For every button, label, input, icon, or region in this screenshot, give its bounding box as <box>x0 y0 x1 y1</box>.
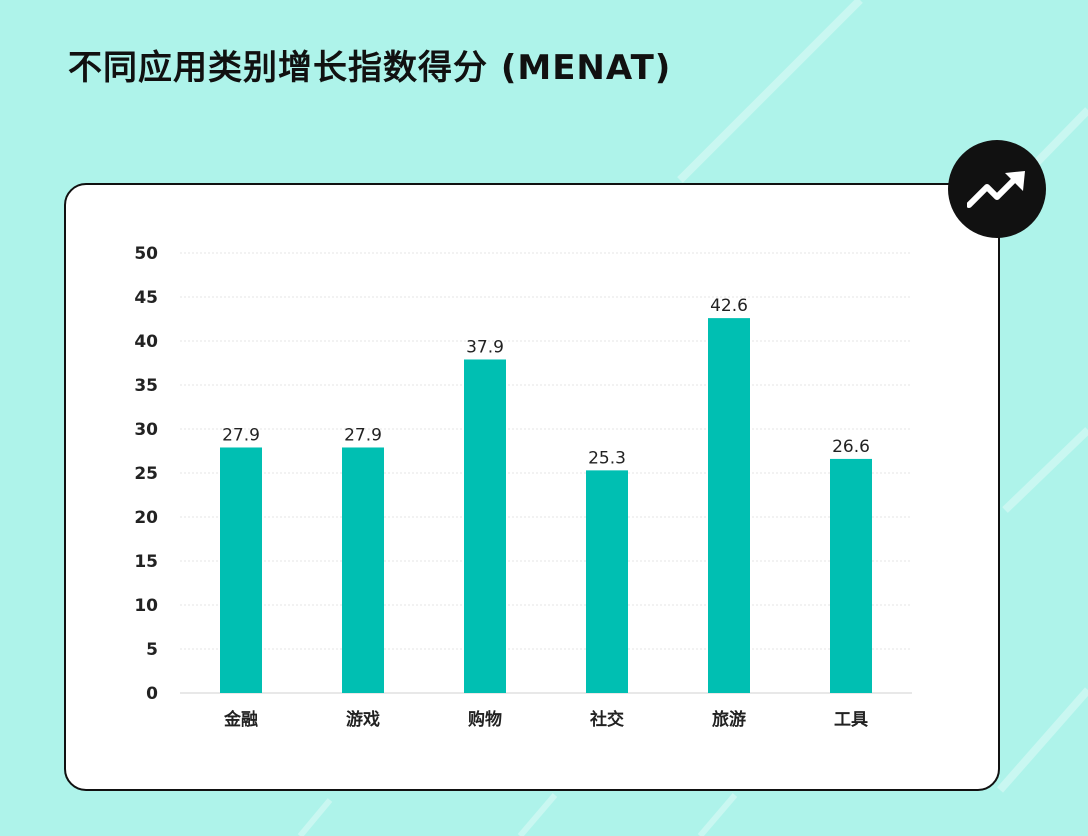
y-tick-label: 45 <box>134 288 158 308</box>
x-tick-label: 工具 <box>834 710 868 730</box>
x-tick-label: 购物 <box>468 709 502 730</box>
y-tick-label: 15 <box>134 552 158 572</box>
bar <box>220 447 262 693</box>
y-tick-label: 10 <box>134 596 158 616</box>
x-tick-label: 社交 <box>589 709 624 730</box>
data-label: 26.6 <box>832 437 870 457</box>
bar-chart: 0 5 10 15 20 25 30 35 40 45 50 27.9 金融 27.9 游戏 37.9 购物 25… <box>134 244 912 730</box>
trending-badge <box>948 140 1046 238</box>
chart-card: 0 5 10 15 20 25 30 35 40 45 50 27.9 金融 27.9 游戏 37.9 购物 25… <box>64 183 1000 791</box>
y-tick-label: 20 <box>134 508 158 528</box>
bar <box>830 458 872 693</box>
bar <box>586 470 628 693</box>
y-tick-label: 30 <box>134 420 158 440</box>
y-tick-label: 0 <box>146 684 158 704</box>
bar <box>342 447 384 693</box>
x-tick-label: 游戏 <box>346 709 380 730</box>
data-label: 25.3 <box>588 448 626 468</box>
bar <box>464 359 506 693</box>
y-tick-label: 50 <box>134 244 158 264</box>
page-title: 不同应用类别增长指数得分 (MENAT) <box>68 48 672 88</box>
x-tick-label: 金融 <box>223 709 258 730</box>
x-tick-label: 旅游 <box>712 709 746 730</box>
data-label: 27.9 <box>222 425 260 445</box>
data-label: 42.6 <box>710 296 748 316</box>
trending-up-icon <box>967 171 1025 208</box>
data-label: 37.9 <box>466 337 504 357</box>
y-tick-label: 40 <box>134 332 158 352</box>
y-tick-label: 5 <box>146 640 158 660</box>
data-label: 27.9 <box>344 425 382 445</box>
bar <box>708 318 750 693</box>
y-tick-label: 25 <box>134 464 158 484</box>
y-tick-label: 35 <box>134 376 158 396</box>
